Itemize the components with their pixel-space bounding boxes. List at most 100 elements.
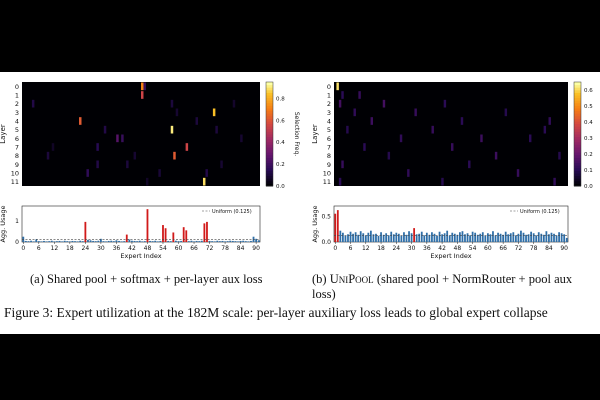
usage-bar: [334, 213, 337, 242]
heatmap-row-label: 3: [327, 109, 331, 117]
bar-x-tick-label: 72: [206, 245, 214, 252]
usage-bar: [63, 240, 66, 242]
heatmap-cell: [548, 117, 551, 125]
usage-bar: [486, 233, 489, 242]
usage-bar: [382, 234, 385, 242]
heatmap-cell: [443, 99, 447, 108]
colorbar-segment: [574, 134, 581, 138]
heatmap-cell: [494, 151, 498, 160]
colorbar-tick-label: 0.2: [276, 162, 285, 168]
bar-x-tick-label: 42: [128, 245, 136, 252]
usage-bar: [481, 232, 484, 242]
usage-bar: [123, 241, 126, 242]
usage-bar: [229, 240, 232, 242]
heatmap-cell: [232, 99, 236, 108]
heatmap-cell: [175, 108, 179, 117]
heatmap-row-label: 4: [15, 118, 19, 126]
bar-x-tick-label: 90: [560, 245, 568, 252]
colorbar-segment: [574, 84, 581, 88]
usage-bar: [198, 241, 201, 242]
colorbar-segment: [266, 173, 273, 177]
usage-bar: [56, 241, 58, 242]
usage-bar: [146, 209, 149, 242]
colorbar-segment: [574, 136, 581, 140]
colorbar-segment: [574, 183, 581, 187]
usage-bar: [474, 232, 477, 242]
usage-bar: [162, 225, 164, 242]
colorbar-segment: [266, 131, 273, 135]
heatmap-cell: [341, 91, 344, 99]
colorbar-segment: [574, 131, 581, 135]
usage-bar: [484, 235, 487, 242]
colorbar-segment: [574, 118, 581, 122]
bar-y-tick-label: 0.0: [321, 239, 331, 246]
usage-bar: [231, 240, 234, 242]
bar-x-tick-label: 18: [377, 245, 385, 252]
panel-b-caption-prefix: (b): [312, 272, 330, 286]
colorbar-segment: [574, 152, 581, 156]
usage-bar: [553, 233, 555, 242]
heatmap-cell: [441, 177, 444, 186]
bar-x-tick-label: 78: [530, 245, 538, 252]
colorbar-segment: [266, 139, 273, 143]
bar-x-tick-label: 12: [362, 245, 370, 252]
panel-a: 01234567891011Layer0.00.20.40.60.8Select…: [0, 81, 300, 260]
heatmap-cell: [468, 160, 471, 169]
heatmap-row-label: 9: [15, 161, 19, 169]
usage-bar: [35, 239, 38, 242]
usage-bar: [423, 235, 426, 242]
colorbar-segment: [574, 149, 581, 153]
usage-bar: [403, 232, 405, 242]
usage-bar: [540, 233, 543, 242]
colorbar-segment: [266, 115, 273, 119]
usage-bar: [257, 240, 260, 242]
heatmap-row-label: 3: [15, 109, 19, 117]
usage-bar: [395, 232, 398, 242]
colorbar-segment: [266, 128, 273, 132]
usage-bar: [131, 240, 133, 242]
heatmap-cell: [240, 134, 243, 143]
usage-bar: [87, 239, 89, 242]
usage-bar: [154, 240, 157, 242]
usage-bar: [45, 241, 48, 242]
usage-bar: [397, 233, 400, 242]
usage-bar: [469, 235, 471, 242]
colorbar-segment: [266, 134, 273, 138]
heatmap-row-label: 5: [327, 126, 331, 134]
colorbar-segment: [266, 102, 273, 106]
heatmap-cell: [170, 99, 174, 108]
colorbar-segment: [266, 162, 273, 166]
heatmap-cell: [31, 99, 35, 108]
heatmap-cell: [145, 177, 149, 186]
bar-x-tick-label: 60: [175, 245, 183, 252]
bar-x-tick-label: 54: [469, 245, 477, 252]
heatmap-cell: [195, 117, 199, 125]
colorbar-segment: [266, 84, 273, 88]
bar-x-tick-label: 30: [408, 245, 416, 252]
colorbar-segment: [266, 87, 273, 91]
heatmap-ylabel: Layer: [311, 124, 319, 144]
usage-bar: [237, 241, 239, 242]
colorbar-segment: [266, 97, 273, 101]
colorbar-segment: [574, 126, 581, 130]
usage-bar: [187, 241, 190, 242]
figure-canvas: 01234567891011Layer0.00.20.40.60.8Select…: [0, 81, 593, 260]
usage-bar: [99, 238, 102, 242]
usage-bar: [415, 234, 418, 242]
usage-bar: [141, 241, 144, 242]
usage-bar: [164, 228, 167, 242]
colorbar-tick-label: 0.0: [276, 184, 285, 190]
bar-x-tick-label: 60: [484, 245, 492, 252]
usage-bar: [244, 241, 247, 242]
usage-bar: [408, 231, 410, 242]
colorbar-segment: [574, 178, 581, 182]
heatmap-row-label: 5: [15, 126, 19, 134]
usage-bar: [180, 240, 183, 242]
colorbar-segment: [266, 154, 273, 158]
usage-bar: [32, 241, 35, 242]
usage-bar: [136, 241, 139, 242]
usage-bar: [84, 221, 87, 242]
bar-x-tick-label: 78: [221, 245, 229, 252]
colorbar-segment: [266, 178, 273, 182]
heatmap-cell: [158, 169, 161, 177]
